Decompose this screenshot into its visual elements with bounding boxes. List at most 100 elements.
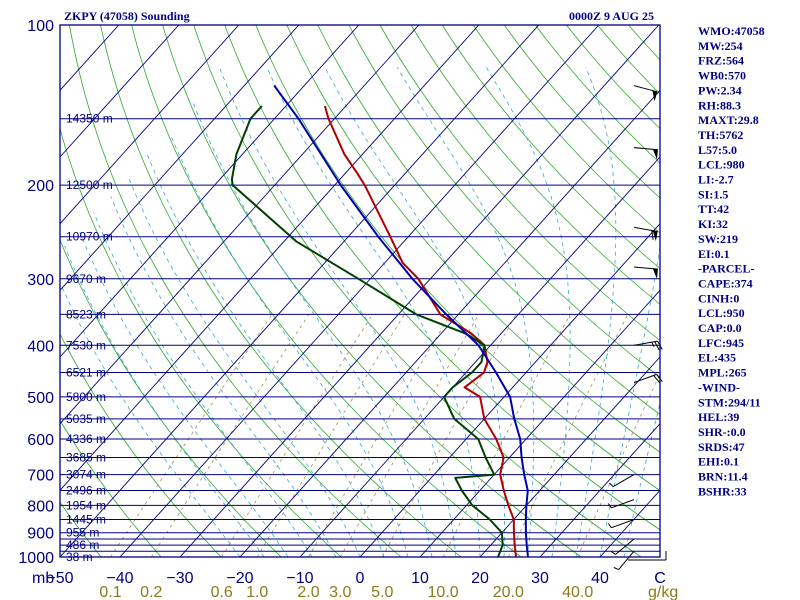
dry-adiabat: [60, 238, 282, 557]
moist-adiabat: [266, 66, 481, 557]
wind-barb: [611, 538, 635, 555]
pressure-tick-label: 400: [27, 338, 54, 355]
index-item: SRDS:47: [698, 440, 745, 454]
wind-barb-staff: [633, 373, 657, 384]
dry-adiabat: [60, 333, 222, 557]
index-item: L57:5.0: [698, 143, 737, 157]
dry-adiabat: [441, 25, 660, 270]
index-item: MAXT:29.8: [698, 113, 759, 127]
mixing-ratio-label: 20.0: [493, 584, 524, 600]
mixing-ratio-label: 0.1: [99, 584, 121, 600]
height-label: 3685 m: [66, 451, 106, 465]
pressure-tick-label: 1000: [18, 550, 54, 567]
profile-line-1: [323, 105, 517, 557]
height-label: 6521 m: [66, 366, 106, 380]
index-item: CAP:0.0: [698, 321, 742, 335]
chart-title: ZKPY (47058) Sounding: [64, 9, 190, 23]
profile-line-3: [273, 85, 529, 557]
temperature-tick-label: −10: [286, 570, 313, 587]
index-item: FRZ:564: [698, 54, 744, 68]
temperature-tick-label: 10: [411, 570, 429, 587]
wind-barb-feather: [656, 374, 663, 383]
wind-barb: [633, 340, 663, 351]
plot-frame: [59, 24, 661, 558]
x-unit-label: mb: [32, 570, 54, 587]
index-item: WMO:47058: [698, 24, 765, 38]
moist-adiabat: [79, 231, 289, 557]
mixing-ratio-label: 3.0: [329, 584, 351, 600]
height-labels: 14350 m 12500 m 10970 m 9670 m 8523 m 7530 m 6…: [66, 112, 113, 564]
dry-adiabat: [410, 25, 660, 305]
isotherm: [60, 25, 420, 425]
mixing-ratio-label: 0.6: [211, 584, 233, 600]
index-item: SW:219: [698, 232, 738, 246]
wind-barb-half-feather: [609, 482, 614, 487]
wind-barb-staff: [611, 499, 635, 509]
mixing-ratio-label: 1.0: [246, 584, 268, 600]
index-item: CINH:0: [698, 291, 739, 305]
dry-adiabat: [784, 25, 800, 557]
wind-barb: [633, 147, 658, 160]
dry-adiabat: [69, 25, 402, 557]
index-item: WB0:570: [698, 69, 746, 83]
temperature-tick-label: −20: [226, 570, 253, 587]
dry-adiabat: [317, 25, 660, 415]
wind-barb-staff: [633, 340, 658, 346]
temperature-tick-label: C: [654, 570, 666, 587]
height-label: 9670 m: [66, 272, 106, 286]
dry-adiabat: [255, 25, 660, 492]
pressure-tick-label: 300: [27, 272, 54, 289]
mixing-ratio-label: 10.0: [428, 584, 459, 600]
mixing-ratio-label: 40.0: [562, 584, 593, 600]
dry-adiabat: [131, 25, 522, 557]
temperature-tick-label: −40: [106, 570, 133, 587]
height-label: 38 m: [66, 550, 93, 564]
pressure-tick-label: 100: [27, 18, 54, 35]
dry-adiabat: [162, 25, 582, 557]
wind-barb: [613, 550, 635, 571]
moist-adiabat: [623, 401, 660, 557]
wind-barb: [607, 499, 635, 509]
index-item: LFC:945: [698, 336, 744, 350]
mixing-ratio-line: [507, 314, 629, 557]
isotherm: [359, 222, 660, 557]
wind-barb-flag: [652, 90, 658, 102]
moist-adiabat: [146, 154, 385, 557]
height-label: 1445 m: [66, 513, 106, 527]
wind-barb-staff: [611, 519, 635, 529]
index-item: MPL:265: [698, 366, 747, 380]
height-label: 955 m: [66, 526, 99, 540]
index-item: -WIND-: [698, 380, 740, 394]
height-label: 14350 m: [66, 112, 113, 126]
pressure-tick-label: 800: [27, 498, 54, 515]
wind-barb-flag: [652, 149, 658, 160]
chart-subtitle: 0000Z 9 AUG 25: [569, 9, 654, 23]
height-label: 2496 m: [66, 484, 106, 498]
index-item: -PARCEL-: [698, 262, 754, 276]
mixing-ratio-line: [442, 314, 571, 557]
isotherm: [299, 156, 660, 557]
wind-barb-half-feather: [611, 551, 616, 555]
index-item: LCL:950: [698, 306, 745, 320]
profile-line-2: [230, 105, 504, 557]
dry-adiabat: [60, 419, 162, 557]
isotherm: [60, 25, 300, 292]
wind-barb-half-feather: [607, 503, 612, 509]
dry-adiabat: [100, 25, 462, 557]
wind-barb: [633, 226, 658, 242]
wind-barb-feather: [654, 341, 660, 351]
wind-barb-staff: [633, 147, 658, 151]
moist-adiabat: [93, 212, 313, 557]
isotherm: [479, 356, 660, 557]
moist-adiabat: [599, 244, 660, 557]
height-label: 5035 m: [66, 412, 106, 426]
index-item: LCL:980: [698, 158, 745, 172]
height-label: 486 m: [66, 538, 99, 552]
wind-barb-half-feather: [613, 567, 619, 571]
wind-barb-flag: [652, 230, 658, 242]
height-label: 5800 m: [66, 390, 106, 404]
index-item: BRN:11.4: [698, 470, 748, 484]
index-item: SI:1.5: [698, 187, 728, 201]
